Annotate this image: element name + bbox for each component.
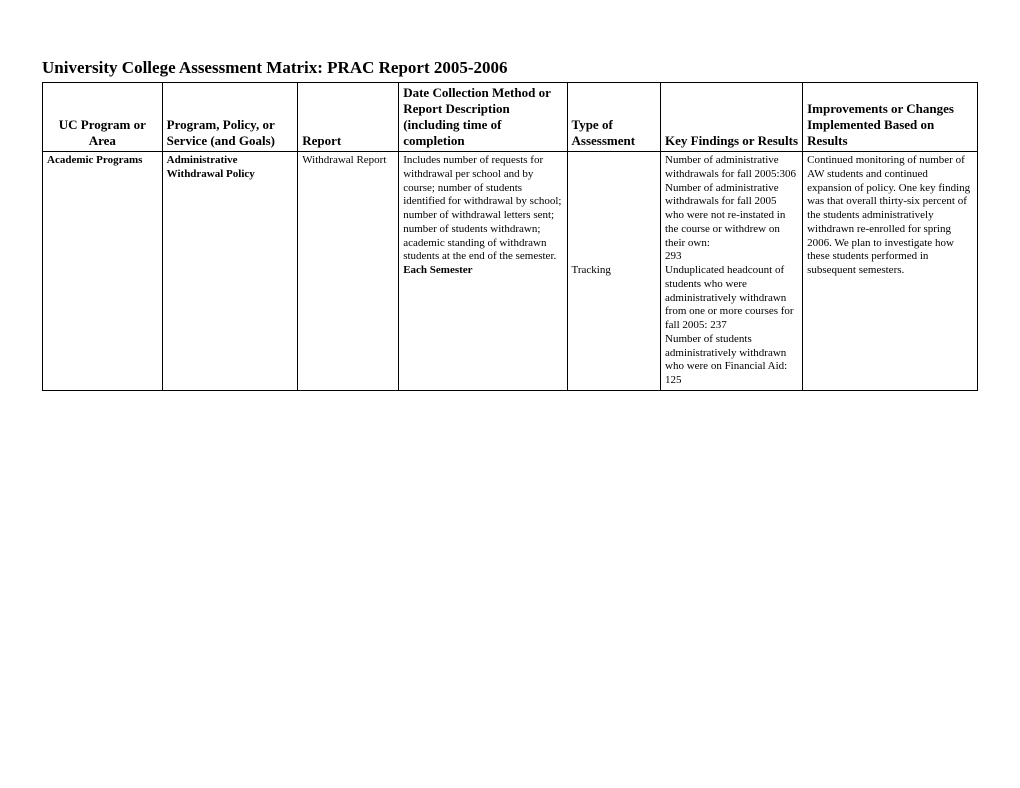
document-page: University College Assessment Matrix: PR… bbox=[0, 0, 1020, 433]
col-header-report: Report bbox=[298, 83, 399, 152]
cell-report: Withdrawal Report bbox=[298, 152, 399, 391]
col-header-policy: Program, Policy, or Service (and Goals) bbox=[162, 83, 298, 152]
col-header-assessment-type: Type of Assessment bbox=[567, 83, 661, 152]
table-header-row: UC Program or Area Program, Policy, or S… bbox=[43, 83, 978, 152]
cell-policy: Administrative Withdrawal Policy bbox=[162, 152, 298, 391]
cell-findings: Number of administrative withdrawals for… bbox=[661, 152, 803, 391]
cell-description-main: Includes number of requests for withdraw… bbox=[403, 154, 561, 262]
col-header-improvements: Improvements or Changes Implemented Base… bbox=[803, 83, 978, 152]
cell-description: Includes number of requests for withdraw… bbox=[399, 152, 567, 391]
cell-improvements: Continued monitoring of number of AW stu… bbox=[803, 152, 978, 391]
col-header-description: Date Collection Method or Report Descrip… bbox=[399, 83, 567, 152]
cell-program-area: Academic Programs bbox=[43, 152, 163, 391]
col-header-program-area: UC Program or Area bbox=[43, 83, 163, 152]
assessment-matrix-table: UC Program or Area Program, Policy, or S… bbox=[42, 82, 978, 391]
cell-description-bold: Each Semester bbox=[403, 264, 472, 276]
page-title: University College Assessment Matrix: PR… bbox=[42, 58, 978, 78]
cell-assessment-type: Tracking bbox=[567, 152, 661, 391]
table-row: Academic Programs Administrative Withdra… bbox=[43, 152, 978, 391]
col-header-findings: Key Findings or Results bbox=[661, 83, 803, 152]
